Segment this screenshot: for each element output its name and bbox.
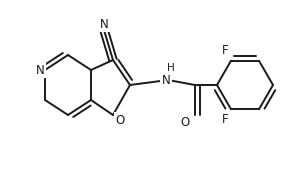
Text: F: F	[222, 113, 228, 126]
Text: N: N	[162, 74, 170, 86]
Text: F: F	[222, 44, 228, 57]
Text: N: N	[36, 64, 44, 77]
Text: O: O	[180, 115, 190, 129]
Text: O: O	[116, 114, 125, 127]
Text: H: H	[167, 63, 175, 73]
Text: N: N	[100, 18, 109, 31]
